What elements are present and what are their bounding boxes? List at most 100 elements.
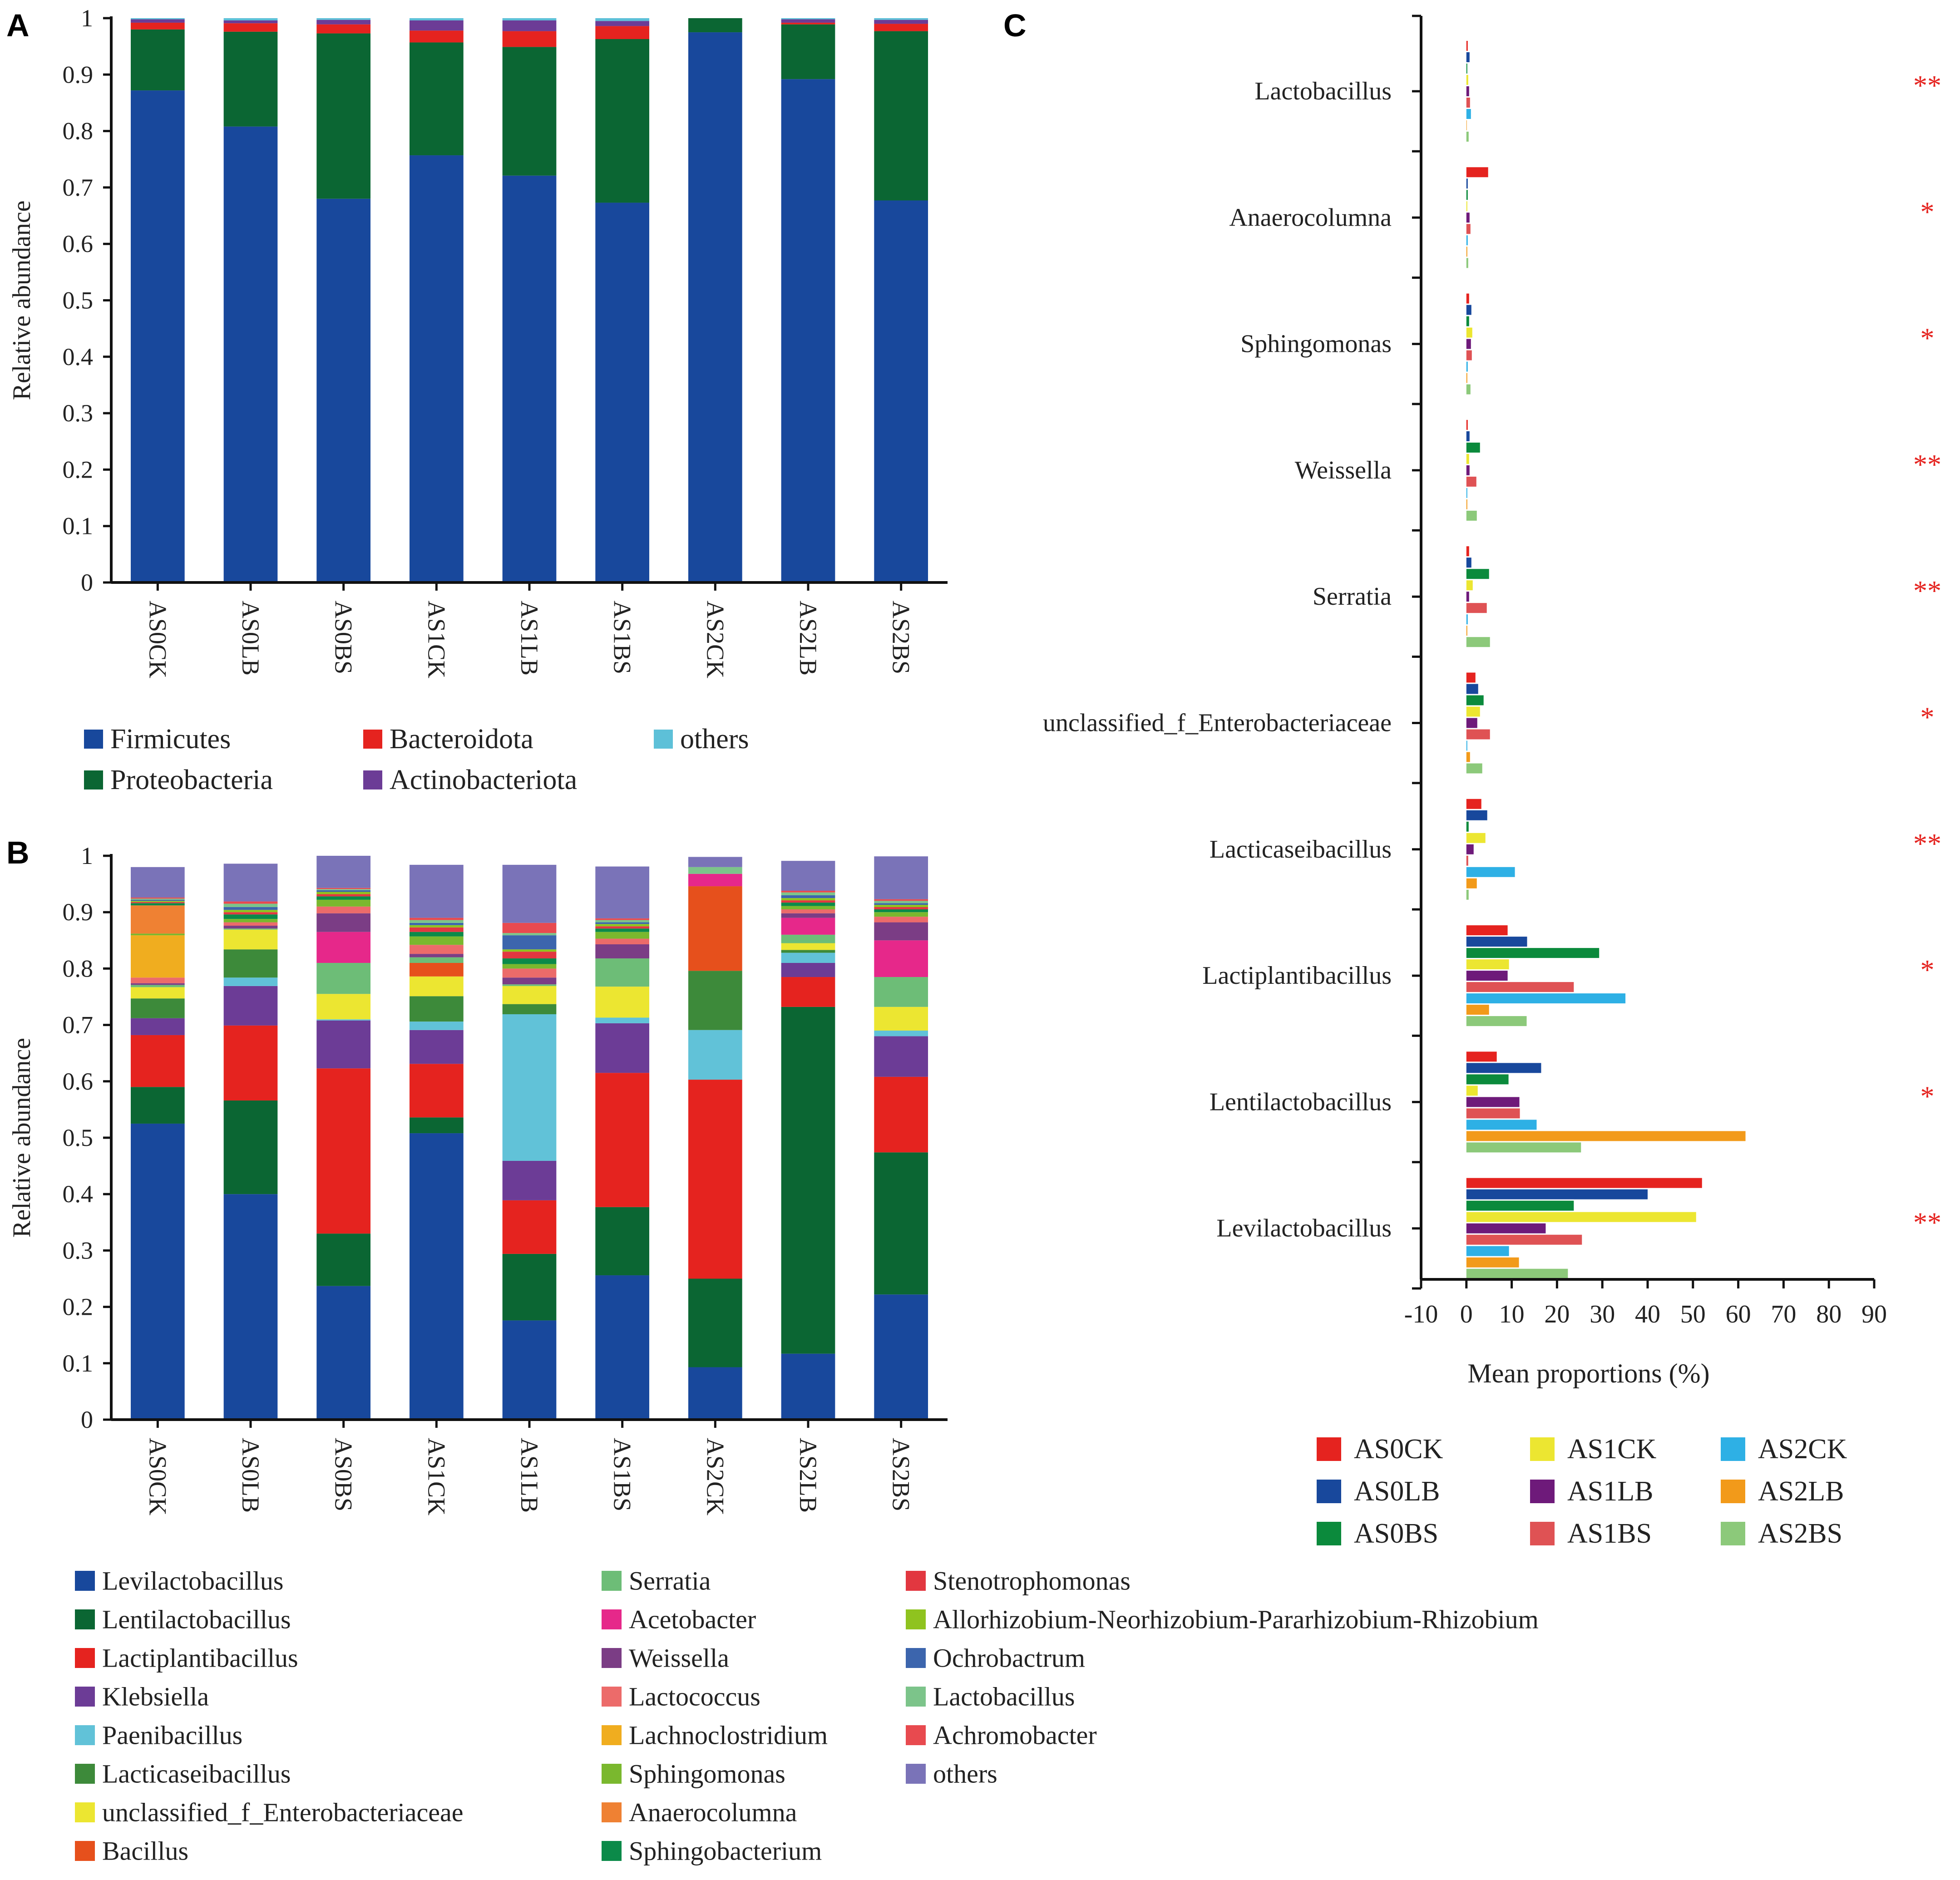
- bar-lactiplantibacillus-as2lb: [1466, 1005, 1489, 1015]
- bar-weissella-as1bs: [1466, 476, 1476, 487]
- significance-lacticaseibacillus: **: [1913, 829, 1941, 859]
- bar-lentilactobacillus-as1bs: [1466, 1108, 1520, 1119]
- bar-lactobacillus-as1lb: [1466, 86, 1469, 96]
- legend-label-acetobacter: Acetobacter: [629, 1605, 756, 1634]
- bar-as1lb-levilactobacillus: [502, 1320, 557, 1420]
- bar-sphingomonas-as2lb: [1466, 373, 1467, 383]
- x-tick-label: 40: [1635, 1300, 1660, 1328]
- bar-as0bs-others: [316, 856, 371, 888]
- bar-lactiplantibacillus-as0lb: [1466, 937, 1527, 947]
- legend-label-others: others: [680, 724, 749, 755]
- bar-as2ck-proteobacteria: [688, 18, 742, 33]
- bar-as2ck-bacillus: [688, 886, 742, 971]
- legend-label-as2bs: AS2BS: [1758, 1518, 1842, 1549]
- bar-as2lb-klebsiella: [781, 962, 835, 977]
- bar-as0lb-serratia: [223, 928, 278, 930]
- y-tick-label-weissella: Weissella: [1295, 456, 1392, 484]
- bar-as0ck-lachnoclostridium: [130, 935, 185, 978]
- legend-swatch-lacticaseibacillus: [75, 1764, 95, 1784]
- y-tick-label: 0.9: [63, 898, 94, 926]
- bar-unclassified-f-enterobacteriaceae-as2lb: [1466, 752, 1470, 762]
- bar-anaerocolumna-as0ck: [1466, 167, 1488, 178]
- legend-label-actinobacteriota: Actinobacteriota: [390, 765, 577, 795]
- legend-swatch-allorhizobium-neorhizobium-pararhizobium-rhizobium: [906, 1609, 926, 1629]
- bar-as0bs-others: [316, 18, 371, 20]
- legend-swatch-as1bs: [1530, 1522, 1555, 1545]
- bar-as1lb-actinobacteriota: [502, 20, 557, 31]
- bar-as1bs-unclassified-f-enterobacteriaceae: [595, 987, 650, 1018]
- bar-as0lb-weissella: [223, 926, 278, 929]
- bar-as2bs-lactococcus: [874, 917, 928, 923]
- bar-anaerocolumna-as1bs: [1466, 224, 1471, 234]
- bar-lentilactobacillus-as2lb: [1466, 1131, 1746, 1141]
- bar-lacticaseibacillus-as1ck: [1466, 833, 1486, 843]
- x-tick-label-as1lb: AS1LB: [516, 601, 543, 676]
- bar-as1lb-lactobacillus: [502, 933, 557, 936]
- bar-as1ck-lentilactobacillus: [409, 1117, 464, 1134]
- bar-as0lb-sphingomonas: [223, 919, 278, 923]
- bar-levilactobacillus-as1lb: [1466, 1223, 1546, 1234]
- bar-as0ck-lentilactobacillus: [130, 1087, 185, 1124]
- legend-swatch-sphingomonas: [602, 1764, 622, 1784]
- significance-unclassified-f-enterobacteriaceae: *: [1921, 702, 1935, 733]
- bar-lactiplantibacillus-as0bs: [1466, 948, 1600, 958]
- bar-as0lb-allorhizobium-neorhizobium-pararhizobium-rhizobium: [223, 910, 278, 913]
- legend-label-weissella: Weissella: [629, 1643, 729, 1673]
- bar-lactiplantibacillus-as1bs: [1466, 982, 1574, 992]
- y-tick-label: 0.9: [63, 61, 94, 88]
- bar-as0ck-serratia: [130, 985, 185, 987]
- bar-lactiplantibacillus-as0ck: [1466, 925, 1508, 936]
- bar-as1bs-levilactobacillus: [595, 1275, 650, 1420]
- y-axis-label: Relative abundance: [8, 1038, 36, 1238]
- bar-as1ck-stenotrophomonas: [409, 927, 464, 932]
- bar-as1bs-lactococcus: [595, 938, 650, 944]
- bar-as0bs-serratia: [316, 962, 371, 994]
- legend-swatch-lactococcus: [602, 1687, 622, 1707]
- bar-as0ck-actinobacteriota: [130, 19, 185, 23]
- legend-label-stenotrophomonas: Stenotrophomonas: [933, 1566, 1131, 1596]
- bar-as1bs-sphingomonas: [595, 932, 650, 939]
- bar-as1bs-lactobacillus: [595, 920, 650, 923]
- y-axis-label: Relative abundance: [8, 200, 36, 400]
- bar-weissella-as0ck: [1466, 419, 1468, 430]
- bar-as1lb-lacticaseibacillus: [502, 1004, 557, 1015]
- legend-swatch-as1lb: [1530, 1480, 1555, 1503]
- bar-as2bs-others: [874, 856, 928, 899]
- legend-label-allorhizobium-neorhizobium-pararhizobium-rhizobium: Allorhizobium-Neorhizobium-Pararhizobium…: [933, 1605, 1539, 1634]
- x-tick-label-as2bs: AS2BS: [888, 1438, 915, 1511]
- bar-as2bs-serratia: [874, 977, 928, 1007]
- legend-swatch-lactobacillus: [906, 1687, 926, 1707]
- y-tick-label-lentilactobacillus: Lentilactobacillus: [1210, 1088, 1392, 1116]
- bar-as0lb-unclassified-f-enterobacteriaceae: [223, 929, 278, 950]
- bar-levilactobacillus-as2bs: [1466, 1268, 1568, 1279]
- y-tick-label: 0.1: [63, 1350, 94, 1377]
- bar-as0lb-bacteroidota: [223, 23, 278, 32]
- x-axis-label: Mean proportions (%): [1467, 1358, 1709, 1388]
- bar-as2ck-firmicutes: [688, 32, 742, 583]
- bar-as1lb-firmicutes: [502, 175, 557, 582]
- y-tick-label: 0.5: [63, 287, 94, 314]
- bar-as1ck-firmicutes: [409, 155, 464, 582]
- legend-label-as1bs: AS1BS: [1567, 1518, 1652, 1549]
- bar-unclassified-f-enterobacteriaceae-as2ck: [1466, 740, 1467, 751]
- bar-levilactobacillus-as0lb: [1466, 1189, 1648, 1199]
- legend-swatch-as0ck: [1317, 1437, 1341, 1461]
- bar-as0bs-unclassified-f-enterobacteriaceae: [316, 994, 371, 1020]
- bar-as2lb-serratia: [781, 934, 835, 943]
- x-tick-label-as2ck: AS2CK: [701, 601, 729, 678]
- bar-as1ck-allorhizobium-neorhizobium-pararhizobium-rhizobium: [409, 925, 464, 928]
- bar-as0ck-anaerocolumna: [130, 905, 185, 934]
- bar-as2lb-sphingobacterium: [781, 903, 835, 906]
- bar-levilactobacillus-as0bs: [1466, 1200, 1574, 1211]
- legend-label-bacteroidota: Bacteroidota: [390, 724, 533, 755]
- bar-as0ck-unclassified-f-enterobacteriaceae: [130, 987, 185, 999]
- x-tick-label-as0ck: AS0CK: [144, 601, 171, 678]
- x-tick-label: 80: [1816, 1300, 1842, 1328]
- bar-as2bs-lactobacillus: [874, 901, 928, 903]
- bar-as2bs-lentilactobacillus: [874, 1152, 928, 1295]
- legend-swatch-as0bs: [1317, 1522, 1341, 1545]
- x-tick-label: 60: [1726, 1300, 1751, 1328]
- bar-as2bs-actinobacteriota: [874, 20, 928, 24]
- bar-as1ck-others: [409, 864, 464, 918]
- bar-as0bs-weissella: [316, 913, 371, 932]
